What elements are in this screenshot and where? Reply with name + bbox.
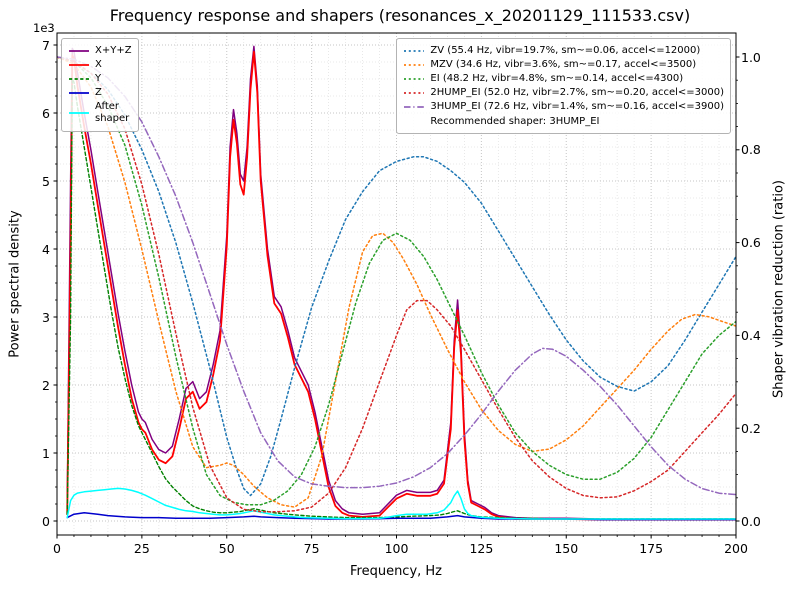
- legend-entry-label: Z: [95, 87, 102, 98]
- legend-line-sample: [69, 92, 89, 94]
- legend-line-sample: [404, 106, 425, 108]
- series-After shaper: [66, 487, 736, 520]
- legend-shapers: ZV (55.4 Hz, vibr=19.7%, sm~=0.06, accel…: [396, 38, 731, 134]
- chart-title: Frequency response and shapers (resonanc…: [109, 6, 691, 25]
- legend-entry: Z: [68, 87, 132, 99]
- legend-line-sample: [404, 50, 425, 52]
- x-axis-label: Frequency, Hz: [349, 564, 443, 579]
- legend-entry-label: X: [95, 59, 102, 70]
- legend-entry-label: 3HUMP_EI (72.6 Hz, vibr=1.4%, sm~=0.16, …: [430, 101, 724, 112]
- legend-entry: X+Y+Z: [68, 45, 132, 57]
- legend-entry-label: 2HUMP_EI (52.0 Hz, vibr=2.7%, sm~=0.20, …: [430, 87, 724, 98]
- legend-entry-label: X+Y+Z: [95, 45, 132, 56]
- legend-entry-label: MZV (34.6 Hz, vibr=3.6%, sm~=0.17, accel…: [430, 59, 697, 70]
- series-2HUMP_EI: [57, 56, 736, 513]
- series-Y: [66, 78, 736, 520]
- legend-entry-label: Y: [95, 73, 102, 84]
- series-ZV: [57, 56, 736, 497]
- legend-entry: 3HUMP_EI (72.6 Hz, vibr=1.4%, sm~=0.16, …: [403, 101, 724, 113]
- series-X: [66, 50, 736, 521]
- legend-psd-entries: X+Y+Z X Y Z After shaper: [68, 45, 132, 125]
- legend-entry-label: ZV (55.4 Hz, vibr=19.7%, sm~=0.06, accel…: [430, 45, 701, 56]
- legend-entry: MZV (34.6 Hz, vibr=3.6%, sm~=0.17, accel…: [403, 59, 724, 71]
- legend-entry: ZV (55.4 Hz, vibr=19.7%, sm~=0.06, accel…: [403, 45, 724, 57]
- legend-entry: Y: [68, 73, 132, 85]
- legend-line-sample: [404, 92, 425, 94]
- legend-line-sample: [69, 50, 89, 52]
- series-3HUMP_EI: [57, 56, 736, 496]
- axis-scale-offset: 1e3: [33, 21, 55, 35]
- legend-entry: After shaper: [68, 101, 132, 125]
- axes: [53, 32, 740, 539]
- legend-line-sample: [69, 78, 89, 80]
- legend-line-sample: [69, 112, 89, 114]
- legend-line-sample: [404, 78, 425, 80]
- legend-entry: 2HUMP_EI (52.0 Hz, vibr=2.7%, sm~=0.20, …: [403, 87, 724, 99]
- legend-note: Recommended shaper: 3HUMP_EI: [430, 116, 600, 127]
- legend-line-sample: [69, 64, 89, 66]
- legend-entry: EI (48.2 Hz, vibr=4.8%, sm~=0.14, accel<…: [403, 73, 724, 85]
- legend-entry-label: After shaper: [95, 101, 130, 124]
- legend-shapers-entries: ZV (55.4 Hz, vibr=19.7%, sm~=0.06, accel…: [403, 45, 724, 113]
- legend-psd: X+Y+Z X Y Z After shaper: [61, 38, 139, 132]
- y-axis-label-left: Power spectral density: [7, 210, 23, 358]
- y-axis-label-right: Shaper vibration reduction (ratio): [771, 180, 787, 398]
- curves: [57, 45, 736, 521]
- legend-line-sample: [404, 64, 425, 66]
- legend-entry-label: EI (48.2 Hz, vibr=4.8%, sm~=0.14, accel<…: [430, 73, 684, 84]
- legend-entry: X: [68, 59, 132, 71]
